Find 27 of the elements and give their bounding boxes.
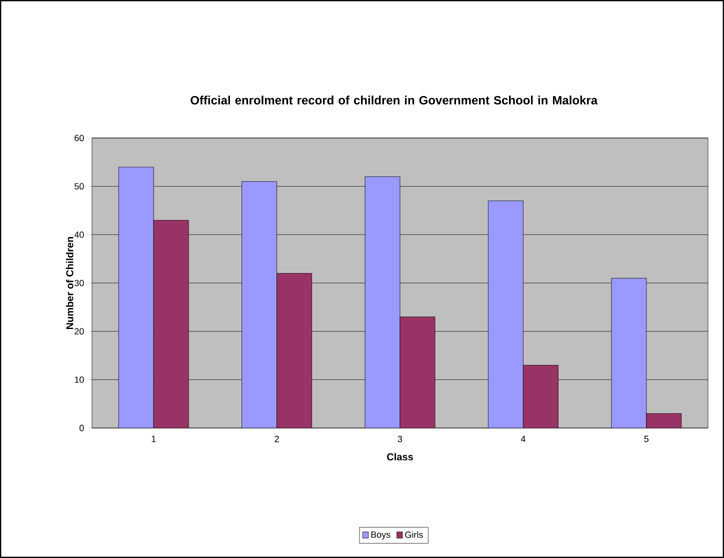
bar [242, 181, 277, 428]
bar [523, 364, 558, 428]
bar [400, 316, 436, 428]
chart-title: Official enrolment record of children in Government School in Malokra [190, 96, 598, 104]
legend-label: Boys [371, 531, 390, 540]
y-tick-label: 60 [74, 134, 84, 142]
y-tick-label: 50 [74, 183, 84, 190]
y-axis-title: Number of Children [66, 236, 74, 329]
bar [118, 166, 154, 428]
y-tick-label: 40 [74, 231, 84, 238]
bar [646, 413, 682, 428]
y-tick-label: 0 [80, 424, 84, 432]
x-tick-label: 1 [152, 436, 156, 442]
y-tick-label: 20 [74, 328, 84, 335]
bar [611, 278, 647, 428]
y-tick-label: 10 [74, 376, 84, 383]
x-tick-label: 2 [274, 436, 279, 442]
x-tick-label: 4 [520, 436, 526, 442]
legend-label: Girls [405, 531, 423, 538]
x-axis-title: Class [387, 453, 413, 460]
y-tick-label: 30 [74, 280, 84, 286]
bar [153, 220, 189, 428]
bar [276, 273, 312, 428]
x-tick-label: 3 [398, 436, 402, 442]
bar [364, 176, 400, 428]
bar [488, 200, 524, 428]
x-tick-label: 5 [644, 436, 649, 442]
